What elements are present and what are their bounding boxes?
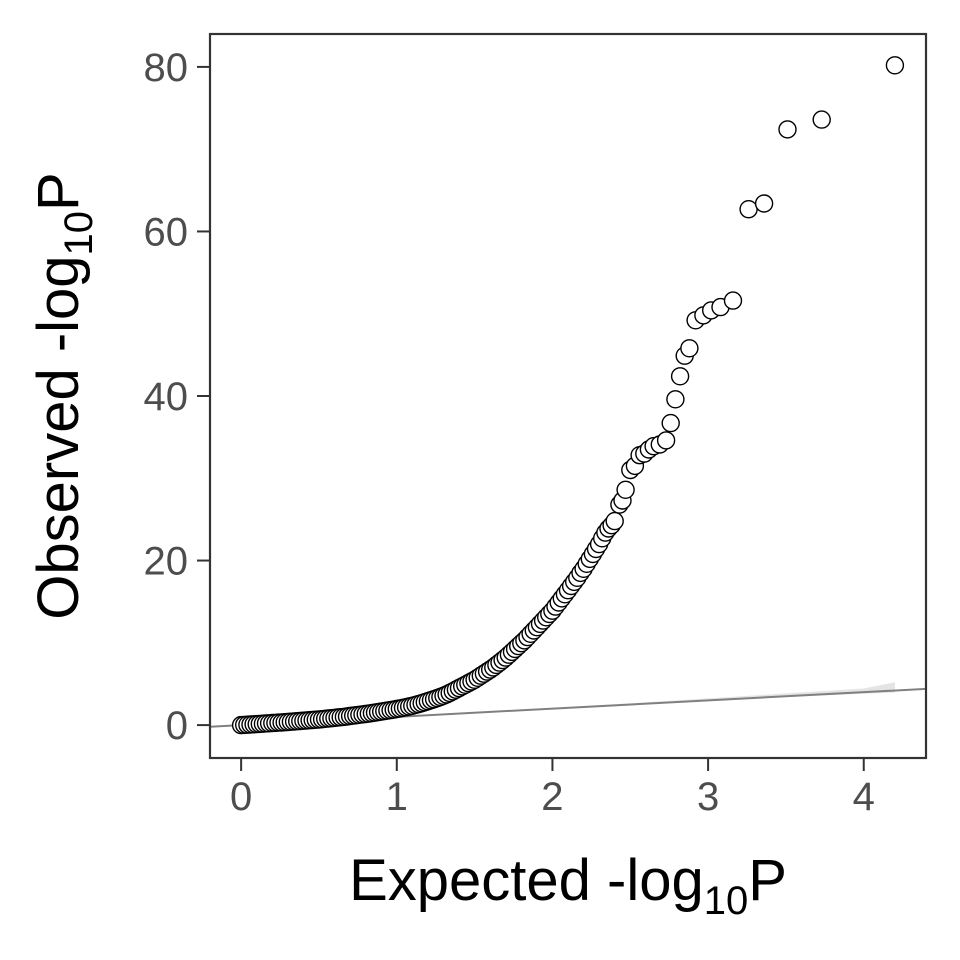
data-point (670, 367, 690, 386)
x-axis-ticks: 0 1 2 3 4 (230, 758, 875, 819)
x-tick-label: 3 (697, 775, 719, 819)
data-points (231, 56, 905, 735)
y-axis-ticks: 0 20 40 60 80 (144, 46, 210, 748)
data-point (812, 110, 831, 129)
data-point (666, 390, 685, 409)
y-axis-title-prefix: Observed -log (26, 255, 91, 619)
x-tick-label: 1 (386, 775, 408, 819)
y-axis-title: Observed -log10P (26, 172, 101, 619)
data-point (885, 56, 905, 75)
y-axis-title-suffix: P (26, 172, 91, 211)
y-tick-label: 60 (144, 210, 189, 254)
x-tick-label: 0 (230, 775, 252, 819)
y-axis-title-subscript: 10 (57, 211, 101, 256)
data-point (754, 194, 774, 213)
data-point (680, 339, 699, 358)
plot-background (210, 34, 926, 758)
y-tick-label: 20 (144, 540, 189, 584)
data-point (656, 431, 676, 450)
x-axis-title-suffix: P (748, 848, 787, 913)
data-point (778, 120, 797, 139)
x-axis-title-subscript: 10 (704, 879, 749, 923)
y-tick-label: 80 (144, 46, 189, 90)
data-point (739, 199, 758, 219)
data-point (661, 413, 680, 433)
x-tick-label: 2 (541, 775, 563, 819)
data-point (616, 480, 635, 499)
x-tick-label: 4 (853, 775, 875, 819)
data-point (723, 291, 743, 310)
x-axis-title-prefix: Expected -log (349, 848, 704, 913)
y-tick-label: 40 (144, 375, 189, 419)
y-tick-label: 0 (166, 704, 188, 748)
x-axis-title: Expected -log10P (349, 848, 787, 923)
data-point (605, 511, 624, 531)
